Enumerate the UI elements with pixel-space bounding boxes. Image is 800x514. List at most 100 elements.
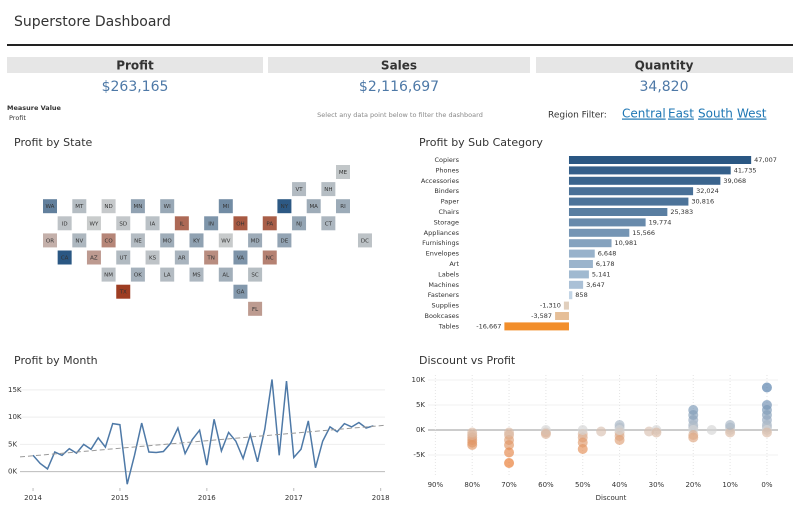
point	[761, 382, 772, 393]
state-label: PA	[266, 221, 273, 227]
point	[467, 440, 478, 450]
category-label: Accessories	[421, 177, 460, 185]
state-label: IA	[150, 221, 156, 227]
point	[688, 410, 699, 420]
state-tile	[174, 250, 189, 265]
kpi-label: Sales	[381, 59, 417, 73]
state-label: KS	[149, 256, 157, 262]
kpi-label: Profit	[116, 59, 154, 73]
state-label: IN	[208, 221, 214, 227]
state-tile	[248, 301, 263, 316]
x-tick-label: 90%	[428, 481, 444, 489]
state-label: NV	[75, 238, 83, 244]
value-label: 10,981	[615, 239, 638, 247]
category-label: Appliances	[424, 229, 460, 237]
state-tile	[145, 250, 160, 265]
value-label: 30,816	[691, 198, 714, 206]
x-tick-label: 50%	[575, 481, 591, 489]
state-label: AL	[222, 273, 230, 279]
state-label: OK	[134, 273, 142, 279]
state-tile	[306, 199, 321, 214]
bar	[555, 312, 569, 320]
value-label: -16,667	[476, 322, 501, 330]
bar	[568, 166, 731, 175]
bar	[568, 208, 668, 216]
region-option[interactable]: West	[737, 107, 767, 121]
x-tick-label: 20%	[685, 481, 701, 489]
category-label: Furnishings	[422, 239, 460, 247]
state-tile	[116, 284, 131, 299]
state-tile	[145, 216, 160, 231]
state-label: OR	[46, 238, 54, 244]
point	[577, 425, 588, 435]
state-tile	[218, 233, 233, 248]
state-tile	[43, 199, 57, 214]
value-label: -1,310	[540, 302, 561, 310]
state-tile	[218, 199, 233, 214]
state-tile	[218, 267, 233, 282]
y-tick-label: 0K	[416, 426, 425, 434]
value-label: 41,735	[734, 166, 757, 174]
point	[540, 429, 551, 439]
title-rule	[7, 44, 793, 46]
state-tile	[336, 199, 350, 214]
state-label: MN	[133, 204, 142, 210]
value-label: 5,141	[592, 270, 611, 278]
state-tile	[262, 250, 277, 265]
bar	[568, 249, 595, 258]
value-label: 25,383	[670, 208, 693, 216]
state-tile	[292, 216, 307, 231]
state-tile	[116, 250, 131, 265]
bar	[568, 260, 593, 268]
y-tick-label: 5K	[8, 440, 17, 448]
state-tile	[101, 233, 116, 248]
category-label: Phones	[435, 166, 459, 174]
bar	[563, 301, 569, 310]
x-tick-label: 0%	[761, 481, 772, 489]
point	[706, 425, 717, 435]
point	[504, 440, 515, 450]
category-label: Art	[449, 260, 459, 268]
state-label: MS	[192, 273, 201, 279]
category-label: Paper	[441, 198, 460, 206]
kpi-value: $263,165	[102, 79, 169, 95]
state-label: ND	[104, 204, 112, 210]
state-label: LA	[164, 273, 171, 279]
x-tick-label: 2017	[285, 494, 303, 502]
value-label: 19,774	[649, 218, 672, 226]
measure-label: Measure Value	[7, 104, 62, 112]
bar	[568, 218, 646, 227]
state-label: NE	[134, 238, 142, 244]
kpi-header	[7, 57, 263, 73]
state-tile	[292, 182, 307, 197]
state-tile	[160, 199, 175, 214]
kpi-value: 34,820	[640, 79, 689, 95]
x-axis-label: Discount	[596, 494, 627, 502]
y-tick-label: 15K	[8, 386, 22, 394]
profit-line	[32, 379, 374, 485]
region-option[interactable]: East	[668, 107, 694, 121]
x-tick-label: 2018	[372, 494, 390, 502]
value-label: -3,587	[531, 312, 552, 320]
value-label: 3,647	[586, 281, 605, 289]
category-label: Bookcases	[424, 312, 459, 320]
state-tile	[72, 199, 87, 214]
hint: Select any data point below to filter th…	[317, 111, 483, 119]
state-label: TX	[119, 290, 127, 296]
x-tick-label: 10%	[722, 481, 738, 489]
state-tile	[57, 250, 72, 265]
state-tile	[233, 216, 248, 231]
state-label: DE	[281, 238, 289, 244]
state-tile	[262, 216, 277, 231]
kpi-header	[268, 57, 530, 73]
region-option[interactable]: Central	[622, 107, 666, 121]
state-label: IL	[180, 221, 186, 227]
bar	[568, 176, 721, 185]
value-label: 39,068	[723, 177, 746, 185]
point	[614, 435, 625, 445]
state-label: NY	[281, 204, 289, 210]
y-tick-label: 0K	[8, 468, 17, 476]
point	[596, 426, 607, 437]
value-label: 15,566	[632, 229, 655, 237]
region-option[interactable]: South	[698, 107, 733, 121]
